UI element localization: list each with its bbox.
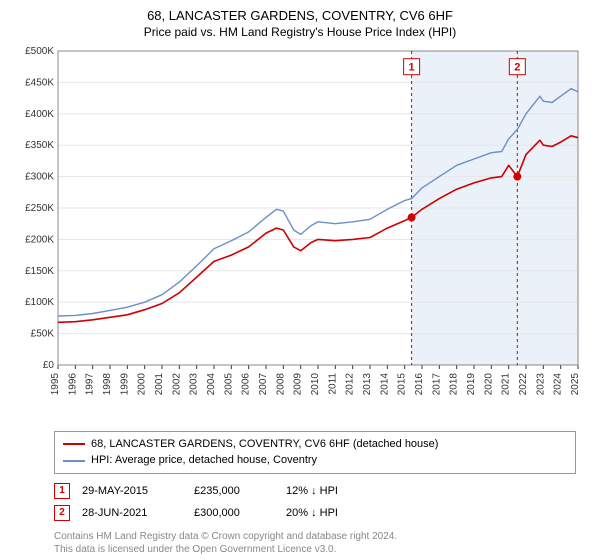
svg-text:1999: 1999 [119, 372, 130, 395]
sale-price: £300,000 [194, 507, 274, 519]
svg-text:£450K: £450K [25, 77, 54, 88]
sale-price: £235,000 [194, 485, 274, 497]
svg-text:£500K: £500K [25, 46, 54, 57]
sale-diff: 20% ↓ HPI [286, 507, 386, 519]
sale-date: 28-JUN-2021 [82, 507, 182, 519]
footer-attribution: Contains HM Land Registry data © Crown c… [54, 530, 576, 556]
svg-text:2003: 2003 [189, 372, 200, 395]
svg-text:£200K: £200K [25, 234, 54, 245]
svg-text:1995: 1995 [50, 372, 61, 395]
svg-text:2016: 2016 [414, 372, 425, 395]
svg-text:2002: 2002 [171, 372, 182, 395]
svg-text:2021: 2021 [501, 372, 512, 395]
price-chart: £0 £50K £100K £150K £200K £250K £300K £350K £400… [12, 45, 588, 425]
svg-text:£400K: £400K [25, 109, 54, 120]
svg-text:1: 1 [409, 62, 415, 74]
svg-text:2019: 2019 [466, 372, 477, 395]
svg-text:2000: 2000 [137, 372, 148, 395]
svg-text:2020: 2020 [483, 372, 494, 395]
chart-area: £0 £50K £100K £150K £200K £250K £300K £350K £400… [12, 45, 588, 425]
svg-text:2007: 2007 [258, 372, 269, 395]
svg-text:2014: 2014 [379, 372, 390, 395]
legend: 68, LANCASTER GARDENS, COVENTRY, CV6 6HF… [54, 431, 576, 474]
svg-text:2004: 2004 [206, 372, 217, 395]
legend-swatch [63, 443, 85, 445]
sale-row: 2 28-JUN-2021 £300,000 20% ↓ HPI [54, 502, 576, 524]
svg-text:2008: 2008 [275, 372, 286, 395]
svg-text:2013: 2013 [362, 372, 373, 395]
svg-text:2009: 2009 [293, 372, 304, 395]
svg-text:£100K: £100K [25, 297, 54, 308]
chart-container: 68, LANCASTER GARDENS, COVENTRY, CV6 6HF… [0, 0, 600, 560]
legend-item: 68, LANCASTER GARDENS, COVENTRY, CV6 6HF… [63, 436, 567, 453]
svg-text:2012: 2012 [345, 372, 356, 395]
chart-subtitle: Price paid vs. HM Land Registry's House … [12, 25, 588, 39]
svg-text:2024: 2024 [553, 372, 564, 395]
svg-text:2001: 2001 [154, 372, 165, 395]
svg-text:2011: 2011 [327, 372, 338, 394]
footer-line-2: This data is licensed under the Open Gov… [54, 543, 576, 556]
svg-text:2015: 2015 [397, 372, 408, 395]
legend-swatch [63, 460, 85, 462]
svg-text:2018: 2018 [449, 372, 460, 395]
svg-text:£300K: £300K [25, 171, 54, 182]
svg-text:2025: 2025 [570, 372, 581, 395]
svg-text:2023: 2023 [535, 372, 546, 395]
sale-diff: 12% ↓ HPI [286, 485, 386, 497]
svg-text:2: 2 [514, 62, 520, 74]
legend-item: HPI: Average price, detached house, Cove… [63, 452, 567, 469]
svg-text:£0: £0 [43, 360, 55, 371]
svg-text:2022: 2022 [518, 372, 529, 395]
svg-text:2006: 2006 [241, 372, 252, 395]
svg-text:2005: 2005 [223, 372, 234, 395]
svg-text:£350K: £350K [25, 140, 54, 151]
sale-date: 29-MAY-2015 [82, 485, 182, 497]
footer-line-1: Contains HM Land Registry data © Crown c… [54, 530, 576, 543]
svg-text:£250K: £250K [25, 203, 54, 214]
svg-text:£150K: £150K [25, 266, 54, 277]
sale-row: 1 29-MAY-2015 £235,000 12% ↓ HPI [54, 480, 576, 502]
svg-text:1997: 1997 [85, 372, 96, 395]
legend-label: 68, LANCASTER GARDENS, COVENTRY, CV6 6HF… [91, 436, 438, 453]
sales-table: 1 29-MAY-2015 £235,000 12% ↓ HPI 2 28-JUN-202… [54, 480, 576, 524]
svg-text:1998: 1998 [102, 372, 113, 395]
svg-text:2017: 2017 [431, 372, 442, 395]
legend-label: HPI: Average price, detached house, Cove… [91, 452, 317, 469]
svg-text:£50K: £50K [31, 328, 55, 339]
sale-marker: 1 [54, 483, 70, 499]
svg-text:1996: 1996 [67, 372, 78, 395]
chart-title: 68, LANCASTER GARDENS, COVENTRY, CV6 6HF [12, 8, 588, 25]
sale-marker: 2 [54, 505, 70, 521]
svg-text:2010: 2010 [310, 372, 321, 395]
